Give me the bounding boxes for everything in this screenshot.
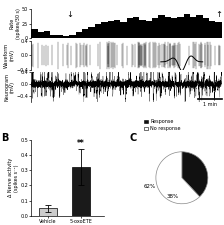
Wedge shape (182, 152, 208, 197)
Y-axis label: Neurogram
(mV): Neurogram (mV) (4, 73, 15, 101)
Bar (72, 167, 90, 216)
Y-axis label: Δ Nerve activity
(spikes s⁻¹): Δ Nerve activity (spikes s⁻¹) (8, 158, 19, 197)
Text: C: C (130, 133, 137, 144)
Y-axis label: Waveform
(mV): Waveform (mV) (4, 43, 15, 68)
Y-axis label: Rate
(spikes/30 s): Rate (spikes/30 s) (10, 8, 21, 39)
Text: B: B (1, 133, 8, 144)
Text: 62%: 62% (144, 184, 156, 189)
Text: 1 min: 1 min (203, 102, 217, 107)
Text: **: ** (77, 139, 85, 148)
Wedge shape (156, 152, 200, 204)
Text: ↑: ↑ (215, 10, 222, 19)
Text: 38%: 38% (167, 194, 179, 199)
Bar (39, 208, 57, 216)
Text: ↓: ↓ (66, 10, 73, 19)
Legend: Response, No response: Response, No response (142, 117, 183, 133)
